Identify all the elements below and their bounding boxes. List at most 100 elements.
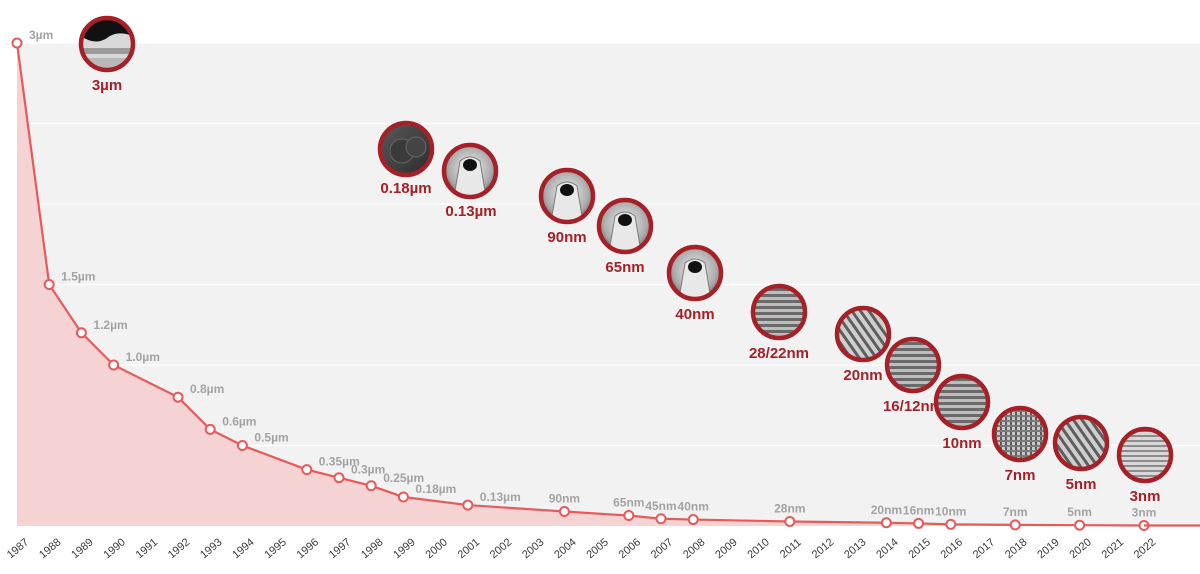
thumbnail-ring — [596, 197, 654, 255]
area-fill — [17, 43, 1200, 526]
thumbnail-label: 0.18µm — [380, 180, 431, 197]
thumbnail-label: 20nm — [843, 367, 882, 384]
thumbnail-7nm: 7nm — [991, 405, 1049, 484]
thumbnail-5nm: 5nm — [1052, 414, 1110, 493]
data-label: 0.25µm — [383, 471, 424, 485]
data-label: 3nm — [1132, 506, 1157, 520]
x-tick-label: 2014 — [874, 536, 900, 561]
x-tick-label: 2011 — [778, 537, 804, 561]
data-label: 0.18µm — [415, 482, 456, 496]
data-point — [204, 423, 216, 435]
data-label: 5nm — [1067, 505, 1092, 519]
x-tick-label: 2020 — [1067, 536, 1093, 561]
data-label: 10nm — [935, 504, 966, 518]
thumbnail-label: 16/12nm — [883, 398, 943, 415]
x-tick-label: 2000 — [423, 536, 449, 561]
x-tick-label: 1988 — [37, 536, 63, 561]
thumbnail-label: 5nm — [1066, 476, 1097, 493]
thumbnail-ring — [750, 283, 808, 341]
thumbnail-label: 90nm — [547, 229, 586, 246]
data-label: 0.5µm — [254, 431, 288, 445]
x-tick-label: 2001 — [456, 536, 482, 561]
data-label: 20nm — [871, 503, 902, 517]
x-tick-label: 1998 — [359, 536, 385, 561]
x-tick-label: 2015 — [906, 536, 932, 561]
x-tick-label: 2021 — [1100, 536, 1126, 561]
thumbnail-ring — [933, 373, 991, 431]
thumbnail-013m: 0.13µm — [441, 142, 499, 220]
thumbnail-65nm: 65nm — [596, 197, 654, 276]
data-point — [108, 359, 120, 371]
x-tick-label: 1991 — [134, 536, 160, 561]
data-label: 1.0µm — [126, 350, 160, 364]
thumbnail-ring — [834, 305, 892, 363]
thumbnail-20nm: 20nm — [834, 305, 892, 384]
x-tick-label: 2012 — [810, 536, 836, 561]
thumbnail-3nm: 3nm — [1116, 426, 1174, 505]
data-point — [43, 279, 55, 290]
data-label: 45nm — [645, 499, 676, 513]
data-point — [687, 514, 699, 526]
data-label: 0.3µm — [351, 463, 385, 477]
x-tick-label: 2003 — [520, 536, 546, 561]
data-point — [11, 37, 23, 49]
thumbnail-40nm: 40nm — [666, 244, 724, 323]
data-point — [301, 464, 313, 476]
data-point — [333, 472, 345, 484]
data-label: 90nm — [549, 492, 580, 506]
data-label: 1.5µm — [61, 270, 95, 284]
data-point — [75, 327, 87, 339]
data-label: 0.6µm — [222, 414, 256, 428]
data-labels: 3µm1.5µm1.2µm1.0µm0.8µm0.6µm0.5µm0.35µm0… — [29, 28, 1156, 520]
x-tick-label: 1989 — [69, 536, 95, 561]
thumbnail-ring — [884, 336, 942, 394]
data-point — [880, 517, 892, 529]
data-label: 0.13µm — [480, 490, 521, 504]
thumbnail-3m: 3µm — [78, 15, 136, 94]
x-tick-label: 1994 — [230, 536, 256, 561]
data-points — [11, 37, 1150, 532]
data-point — [558, 506, 570, 518]
x-tick-label: 2019 — [1035, 536, 1061, 561]
thumbnail-ring — [377, 120, 435, 178]
x-tick-label: 2002 — [488, 536, 514, 561]
data-label: 1.2µm — [93, 318, 127, 332]
x-tick-label: 1997 — [327, 536, 353, 561]
x-tick-label: 1990 — [101, 536, 127, 561]
x-tick-label: 2009 — [713, 536, 739, 561]
thumbnail-label: 40nm — [675, 306, 714, 323]
thumbnail-2822nm: 28/22nm — [749, 283, 809, 362]
data-label: 40nm — [678, 500, 709, 514]
thumbnail-ring — [666, 244, 724, 302]
x-tick-label: 2006 — [617, 536, 643, 561]
x-tick-label: 2016 — [939, 536, 965, 561]
data-point — [623, 510, 635, 522]
thumbnail-label: 28/22nm — [749, 345, 809, 362]
data-label: 3µm — [29, 28, 53, 42]
data-label: 0.35µm — [319, 455, 360, 469]
thumbnail-label: 3µm — [92, 77, 122, 94]
thumbnail-label: 65nm — [605, 259, 644, 276]
data-label: 65nm — [613, 496, 644, 510]
x-axis-ticks: 1987 1988 1989 1990 1991 1992 1993 1994 1995 1996… — [5, 536, 1158, 561]
data-label: 28nm — [774, 501, 805, 515]
data-point — [945, 518, 957, 530]
thumbnail-ring — [1116, 426, 1174, 484]
data-point — [365, 480, 377, 492]
data-point — [397, 491, 409, 503]
x-tick-label: 2004 — [552, 536, 578, 561]
thumbnail-label: 10nm — [942, 435, 981, 452]
data-point — [1009, 519, 1021, 531]
thumbnail-label: 3nm — [1130, 488, 1161, 505]
data-point — [462, 499, 474, 511]
thumbnail-ring — [1052, 414, 1110, 472]
thumbnail-label: 0.13µm — [445, 203, 496, 220]
data-point — [913, 517, 925, 529]
x-tick-label: 1999 — [391, 536, 417, 561]
x-tick-label: 1993 — [198, 536, 224, 561]
data-point — [236, 440, 248, 451]
data-label: 16nm — [903, 503, 934, 517]
thumbnail-10nm: 10nm — [933, 373, 991, 452]
x-tick-label: 2010 — [745, 536, 771, 561]
